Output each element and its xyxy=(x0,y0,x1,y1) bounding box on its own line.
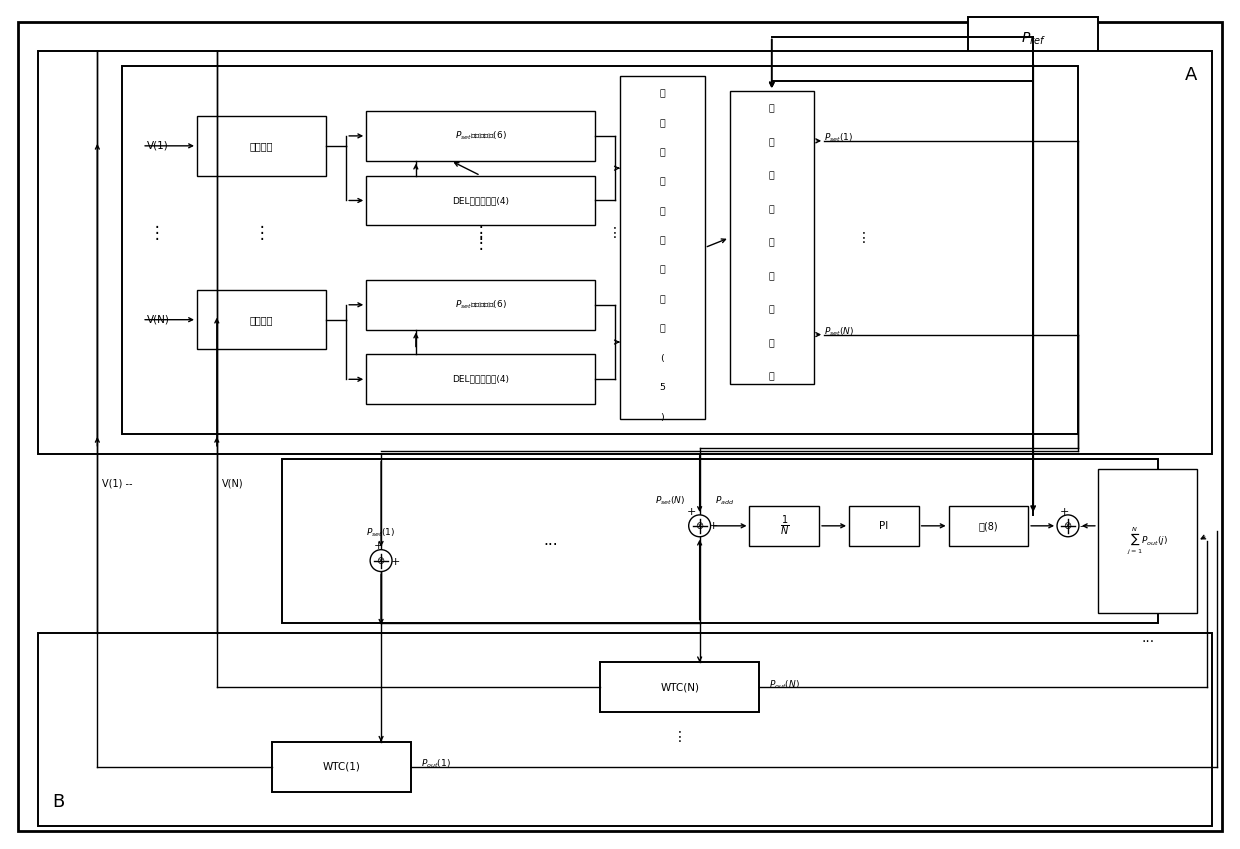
Text: ⋮: ⋮ xyxy=(857,231,870,245)
Text: A: A xyxy=(1185,66,1198,84)
Text: 群: 群 xyxy=(769,171,775,181)
FancyBboxPatch shape xyxy=(366,280,595,329)
FancyBboxPatch shape xyxy=(366,355,595,404)
Text: ⋮: ⋮ xyxy=(472,233,489,251)
Text: ...: ... xyxy=(543,533,558,548)
Text: $\sum_{j=1}^{N}P_{out}(j)$: $\sum_{j=1}^{N}P_{out}(j)$ xyxy=(1127,526,1168,556)
Text: +: + xyxy=(709,520,718,531)
Text: 算: 算 xyxy=(769,205,775,214)
Text: 数: 数 xyxy=(660,295,665,304)
Text: 调: 调 xyxy=(660,119,665,128)
FancyBboxPatch shape xyxy=(272,742,410,791)
FancyBboxPatch shape xyxy=(1097,469,1198,613)
Circle shape xyxy=(1056,514,1079,537)
Text: 预测算法: 预测算法 xyxy=(250,141,273,151)
Text: ⋮: ⋮ xyxy=(472,224,489,242)
Text: $P_{set}(N)$: $P_{set}(N)$ xyxy=(655,495,686,507)
Text: $\otimes$: $\otimes$ xyxy=(377,555,386,566)
Text: 法: 法 xyxy=(769,239,775,248)
Text: DEL预测模型式(4): DEL预测模型式(4) xyxy=(453,374,510,384)
Text: V(N): V(N) xyxy=(222,479,243,489)
Text: $P_{set}(N)$: $P_{set}(N)$ xyxy=(825,325,854,338)
FancyBboxPatch shape xyxy=(37,633,1213,826)
FancyBboxPatch shape xyxy=(968,17,1097,61)
FancyBboxPatch shape xyxy=(620,76,704,419)
FancyBboxPatch shape xyxy=(197,116,326,176)
Text: 粒: 粒 xyxy=(769,104,775,114)
Text: 目: 目 xyxy=(660,207,665,216)
Text: 优: 优 xyxy=(769,373,775,382)
Text: ⋮: ⋮ xyxy=(673,730,687,744)
FancyBboxPatch shape xyxy=(366,111,595,160)
FancyBboxPatch shape xyxy=(37,52,1213,454)
Text: V(1) --: V(1) -- xyxy=(103,479,133,489)
Text: ...: ... xyxy=(1141,631,1154,644)
FancyBboxPatch shape xyxy=(197,290,326,350)
Text: +: + xyxy=(1059,507,1069,517)
FancyBboxPatch shape xyxy=(281,458,1158,622)
Text: $P_{set}$允许集合式(6): $P_{set}$允许集合式(6) xyxy=(455,299,506,311)
Text: $\otimes$: $\otimes$ xyxy=(694,520,704,531)
Text: +: + xyxy=(391,557,399,566)
FancyBboxPatch shape xyxy=(749,506,820,546)
Text: +: + xyxy=(373,541,383,551)
Text: V(1): V(1) xyxy=(148,141,169,151)
Text: $P_{out}(1)$: $P_{out}(1)$ xyxy=(420,757,451,770)
FancyBboxPatch shape xyxy=(600,662,759,712)
Text: $P_{out}(N)$: $P_{out}(N)$ xyxy=(769,678,800,690)
Text: B: B xyxy=(52,794,64,812)
Text: WTC(N): WTC(N) xyxy=(660,683,699,692)
Text: V(N): V(N) xyxy=(148,315,170,324)
FancyBboxPatch shape xyxy=(366,176,595,225)
Text: PI: PI xyxy=(879,520,888,531)
Text: 预测算法: 预测算法 xyxy=(250,315,273,324)
Text: (: ( xyxy=(661,354,665,363)
FancyBboxPatch shape xyxy=(123,66,1078,434)
FancyBboxPatch shape xyxy=(729,91,815,385)
Text: ⋮: ⋮ xyxy=(608,226,622,239)
Circle shape xyxy=(688,514,711,537)
Text: DEL预测模型式(4): DEL预测模型式(4) xyxy=(453,196,510,205)
Text: ⋮: ⋮ xyxy=(149,224,165,242)
Text: 子: 子 xyxy=(769,138,775,147)
Text: $P_{add}$: $P_{add}$ xyxy=(714,495,734,507)
Text: 协: 协 xyxy=(660,90,665,98)
Text: 能: 能 xyxy=(769,306,775,315)
Text: $P_{set}(1)$: $P_{set}(1)$ xyxy=(367,526,396,539)
Text: 智: 智 xyxy=(769,273,775,281)
Text: -: - xyxy=(1080,520,1084,531)
Text: $P_{set}(1)$: $P_{set}(1)$ xyxy=(825,132,853,144)
FancyBboxPatch shape xyxy=(849,506,919,546)
Text: 函: 函 xyxy=(660,266,665,275)
Text: ): ) xyxy=(661,413,665,422)
Text: $\otimes$: $\otimes$ xyxy=(1064,520,1073,531)
Text: +: + xyxy=(687,507,697,517)
FancyBboxPatch shape xyxy=(17,22,1223,831)
Text: 式: 式 xyxy=(660,324,665,334)
Text: $P_{set}$允许集合式(6): $P_{set}$允许集合式(6) xyxy=(455,130,506,142)
Text: 式(8): 式(8) xyxy=(978,520,998,531)
Text: ⋮: ⋮ xyxy=(253,224,270,242)
Text: 化: 化 xyxy=(660,177,665,187)
Text: 寻: 寻 xyxy=(769,340,775,348)
Text: 优: 优 xyxy=(660,149,665,157)
Text: WTC(1): WTC(1) xyxy=(322,762,360,772)
Text: 5: 5 xyxy=(660,383,666,392)
FancyBboxPatch shape xyxy=(949,506,1028,546)
Text: $\frac{1}{N}$: $\frac{1}{N}$ xyxy=(780,514,789,538)
Text: $P_{ref}$: $P_{ref}$ xyxy=(1021,31,1045,48)
Text: 标: 标 xyxy=(660,236,665,245)
Circle shape xyxy=(370,549,392,571)
